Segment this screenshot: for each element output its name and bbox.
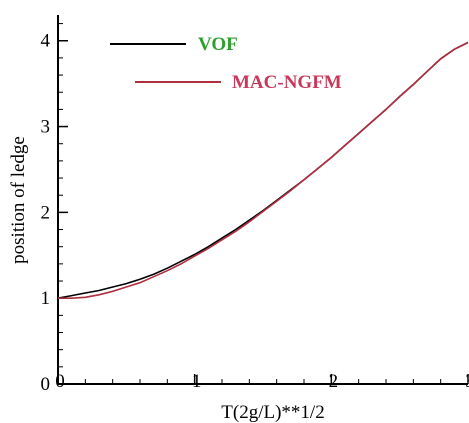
x-tick-label: 1 [192,371,202,392]
y-tick-label: 2 [41,202,51,223]
axes: 0 1 2 3 4 0 1 2 3 [41,15,469,395]
legend: VOF MAC-NGFM [110,34,342,93]
legend-label-vof: VOF [198,34,238,55]
x-tick-label: 0 [55,371,65,392]
y-axis-label: position of ledge [8,136,29,264]
legend-label-mac-ngfm: MAC-NGFM [232,72,342,93]
y-tick-label: 3 [41,117,51,138]
y-tick-label: 4 [41,31,51,52]
x-tick-label: 3 [465,371,469,392]
x-axis-label: T(2g/L)**1/2 [221,402,324,423]
series-line-mac-ngfm [58,41,469,299]
series-layer [57,41,469,299]
y-tick-label: 0 [41,374,51,395]
x-tick-label: 2 [329,371,339,392]
y-tick-label: 1 [41,288,51,309]
